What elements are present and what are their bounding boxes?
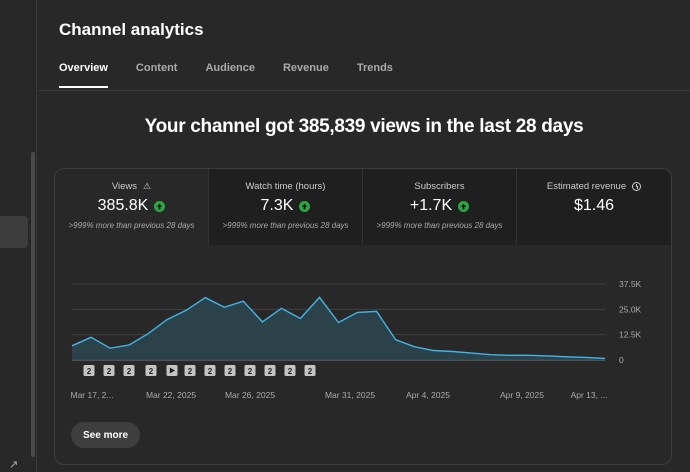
- headline: Your channel got 385,839 views in the la…: [144, 116, 584, 137]
- metric-value: +1.7K: [409, 197, 453, 214]
- metric-revenue[interactable]: Estimated revenue $1.46: [517, 169, 671, 245]
- event-marker-label: 2: [288, 367, 293, 376]
- y-tick-label: 0: [619, 355, 624, 365]
- series-area: [72, 297, 605, 360]
- external-link-icon[interactable]: ↗: [9, 459, 19, 471]
- event-marker-label: 2: [208, 367, 213, 376]
- x-tick-label: Mar 17, 2...: [71, 390, 114, 400]
- event-marker-label: 2: [268, 367, 273, 376]
- event-marker-label: 2: [149, 367, 154, 376]
- tab-trends[interactable]: Trends: [356, 62, 393, 74]
- views-line-chart[interactable]: 37.5K 25.0K 12.5K 0 2 2 2 2 2 2 2 2 2 2 2 Mar 17, 2... M…: [55, 245, 672, 420]
- event-marker: [123, 365, 135, 376]
- left-rail: ↗: [0, 0, 37, 472]
- event-marker-label: 2: [87, 367, 92, 376]
- x-tick-label: Apr 4, 2025: [406, 390, 450, 400]
- play-icon: [169, 367, 175, 374]
- event-marker: [145, 365, 157, 376]
- metric-label: Watch time (hours): [245, 181, 326, 192]
- event-marker-label: 2: [228, 367, 233, 376]
- tabs-divider: [38, 90, 690, 91]
- metric-value: 7.3K: [260, 197, 294, 214]
- x-tick-label: Mar 26, 2025: [225, 390, 275, 400]
- metric-watch-time[interactable]: Watch time (hours) 7.3K >999% more than …: [209, 169, 363, 245]
- metric-label: Estimated revenue: [546, 181, 627, 192]
- metric-value: $1.46: [573, 197, 615, 214]
- metric-views[interactable]: Views ⚠ 385.8K >999% more than previous …: [55, 169, 209, 245]
- x-tick-label: Apr 13, ...: [571, 390, 608, 400]
- series-line: [71, 296, 606, 360]
- tab-revenue[interactable]: Revenue: [282, 62, 329, 74]
- arrow-up-icon: [299, 200, 311, 212]
- event-marker-label: 2: [107, 367, 112, 376]
- event-marker: [264, 365, 276, 376]
- main-panel: Channel analytics Overview Content Audie…: [38, 0, 690, 472]
- warning-icon: ⚠: [143, 181, 152, 191]
- metric-subscribers[interactable]: Subscribers +1.7K >999% more than previo…: [363, 169, 517, 245]
- event-marker-label: 2: [127, 367, 132, 376]
- event-marker: [304, 365, 316, 376]
- metric-comparison: >999% more than previous 28 days: [376, 221, 503, 230]
- scrollbar[interactable]: [31, 152, 35, 457]
- event-marker: [244, 365, 256, 376]
- tab-audience[interactable]: Audience: [205, 62, 255, 74]
- see-more-button[interactable]: See more: [71, 422, 141, 448]
- tab-bar: Overview Content Audience Revenue Trends: [59, 62, 421, 88]
- arrow-up-icon: [154, 200, 166, 212]
- metric-label: Subscribers: [414, 181, 465, 192]
- event-marker: [184, 365, 196, 376]
- clock-icon: [632, 182, 642, 191]
- page-title: Channel analytics: [59, 20, 204, 39]
- event-marker: [284, 365, 296, 376]
- event-marker-label: 2: [188, 367, 193, 376]
- x-tick-label: Apr 9, 2025: [500, 390, 544, 400]
- y-tick-label: 12.5K: [619, 330, 642, 340]
- overview-card: Views ⚠ 385.8K >999% more than previous …: [54, 168, 672, 465]
- metric-label: Views: [111, 181, 138, 192]
- tab-overview[interactable]: Overview: [59, 62, 108, 88]
- x-tick-label: Mar 22, 2025: [146, 390, 196, 400]
- event-marker: [103, 365, 115, 376]
- metric-tabs: Views ⚠ 385.8K >999% more than previous …: [55, 169, 671, 245]
- tab-content[interactable]: Content: [135, 62, 178, 74]
- event-marker: [83, 365, 95, 376]
- metric-comparison: >999% more than previous 28 days: [68, 221, 195, 230]
- event-marker: [204, 365, 216, 376]
- event-marker-label: 2: [308, 367, 313, 376]
- event-marker: [224, 365, 236, 376]
- event-marker-label: 2: [248, 367, 253, 376]
- y-tick-label: 25.0K: [619, 304, 642, 314]
- x-tick-label: Mar 31, 2025: [325, 390, 375, 400]
- rail-active-item[interactable]: [0, 216, 28, 248]
- metric-comparison: >999% more than previous 28 days: [222, 221, 349, 230]
- y-tick-label: 37.5K: [619, 279, 642, 289]
- arrow-up-icon: [458, 200, 470, 212]
- metric-value: 385.8K: [97, 197, 149, 214]
